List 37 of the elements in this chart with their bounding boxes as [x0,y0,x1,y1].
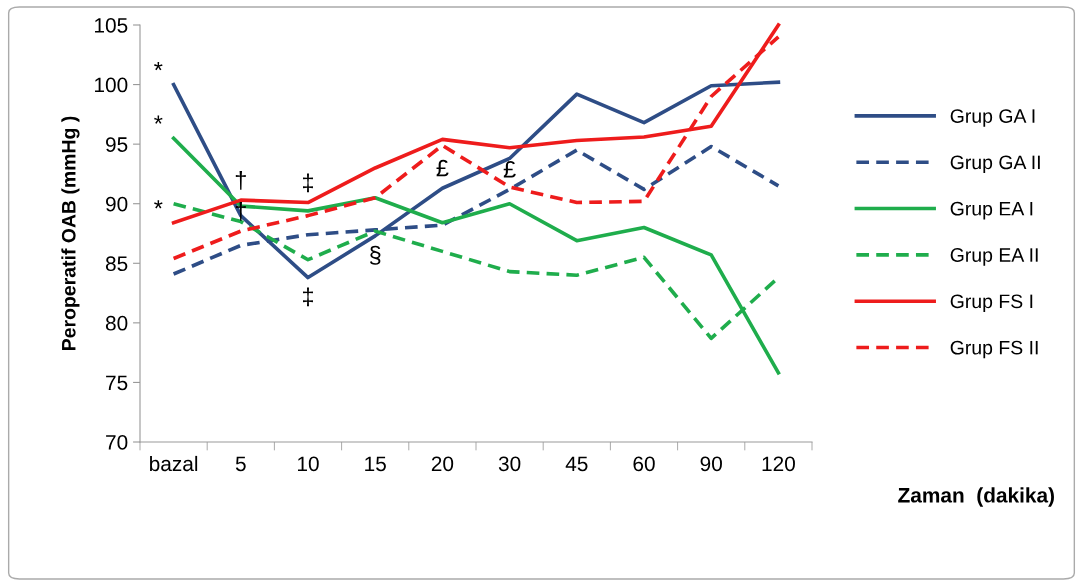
annotation: ‡ [303,173,313,193]
annotation: * [154,115,163,124]
legend-label: Grup FS II [950,340,1038,359]
y-tick-label: 105 [95,18,128,33]
annotation: ‡ [303,287,313,307]
x-tick-label: 60 [633,456,655,472]
x-tick-label: 5 [235,456,246,472]
x-axis-title: Zaman (dakika) [898,487,1054,507]
x-tick-label: 45 [565,456,588,472]
x-tick-label: 20 [431,456,454,472]
x-tick-label: 15 [365,456,386,472]
annotation: § [369,245,381,265]
y-tick-label: 75 [106,375,128,391]
y-axis-title: Peroperatif OAB (mmHg ) [61,116,80,350]
annotation: £ [436,159,449,177]
legend-label: Grup GA I [950,109,1035,127]
legend-label: Grup FS I [950,294,1033,313]
x-tick-label: bazal [150,455,198,472]
x-tick-label: 90 [700,456,722,472]
annotation: † [235,171,246,190]
y-tick-label: 90 [106,196,128,212]
x-tick-label: 120 [762,456,795,472]
y-tick-label: 70 [106,435,128,450]
line-series [171,136,781,375]
y-tick-label: 80 [105,315,128,331]
annotation: * [154,200,163,209]
line-series [171,80,781,280]
y-tick-label: 95 [106,137,128,152]
legend-label: Grup GA II [950,155,1040,174]
y-tick-label: 100 [95,77,128,93]
x-tick-label: 30 [498,456,521,472]
y-tick-label: 85 [105,256,128,272]
annotation: * [154,61,163,71]
x-tick-label: 10 [298,456,319,472]
legend-label: Grup EA I [950,201,1033,220]
legend-label: Grup EA II [950,248,1038,266]
annotation: £ [503,160,516,178]
